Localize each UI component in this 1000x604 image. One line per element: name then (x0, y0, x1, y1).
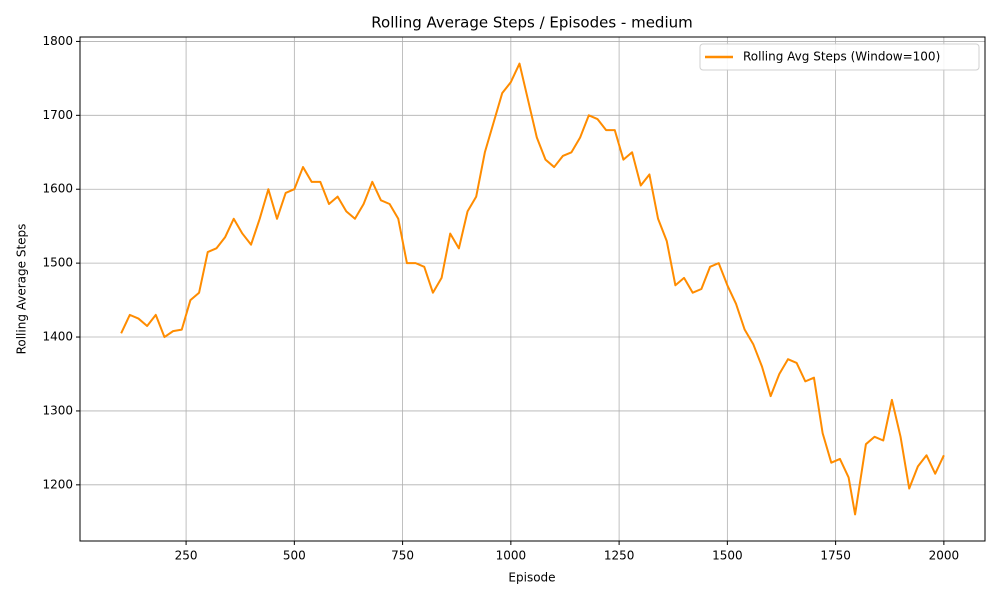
x-axis-label: Episode (508, 571, 555, 585)
x-tick-label: 1500 (712, 549, 743, 563)
x-tick-label: 750 (391, 549, 414, 563)
y-tick-label: 1700 (42, 108, 73, 122)
y-tick-label: 1600 (42, 182, 73, 196)
y-tick-label: 1400 (42, 330, 73, 344)
y-tick-label: 1500 (42, 256, 73, 270)
y-tick-label: 1300 (42, 403, 73, 417)
chart-title: Rolling Average Steps / Episodes - mediu… (371, 14, 692, 32)
plot-frame (79, 36, 986, 542)
x-tick-label: 1000 (496, 549, 527, 563)
x-tick-label: 2000 (929, 549, 960, 563)
legend-box (699, 43, 980, 71)
y-tick-label: 1800 (42, 34, 73, 48)
y-tick-label: 1200 (42, 477, 73, 491)
y-axis-label: Rolling Average Steps (15, 224, 29, 355)
data-line (120, 62, 945, 516)
x-tick-label: 1750 (820, 549, 851, 563)
x-tick-label: 1250 (604, 549, 635, 563)
legend-label: Rolling Avg Steps (Window=100) (743, 50, 940, 64)
x-tick-label: 250 (175, 549, 198, 563)
x-tick-label: 500 (283, 549, 306, 563)
